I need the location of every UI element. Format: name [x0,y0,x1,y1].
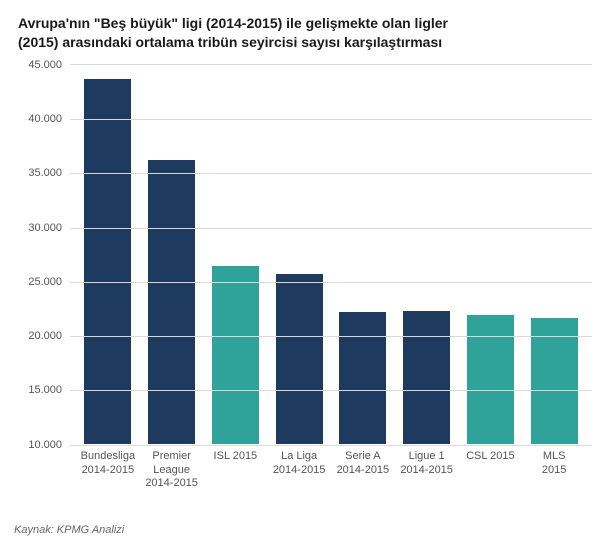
x-axis-labels: Bundesliga2014-2015PremierLeague2014-201… [70,444,592,491]
y-axis-label: 10.000 [28,439,70,451]
x-axis-label: PremierLeague2014-2015 [140,450,204,491]
bar [339,312,386,444]
bar [467,315,514,444]
chart-title: Avrupa'nın "Beş büyük" ligi (2014-2015) … [18,14,592,52]
bar [212,266,259,444]
x-axis-label: MLS2015 [522,450,586,491]
source-caption: Kaynak: KPMG Analizi [14,524,124,536]
bar-slot [76,65,140,444]
bar-slot [140,65,204,444]
grid-line [70,390,592,391]
x-axis-label: La Liga2014-2015 [267,450,331,491]
grid-line [70,445,592,446]
y-axis-label: 15.000 [28,384,70,396]
grid-line [70,282,592,283]
chart-container: 10.000 15.000 20.000 25.000 30.000 35.000 40.0… [18,64,592,491]
bar-slot [331,65,395,444]
y-axis-label: 45.000 [28,59,70,71]
bar [403,311,450,444]
grid-line [70,119,592,120]
title-line-1: Avrupa'nın "Beş büyük" ligi (2014-2015) … [18,15,448,31]
bars-group [70,65,592,444]
y-axis-label: 20.000 [28,330,70,342]
y-axis-label: 30.000 [28,222,70,234]
grid-line [70,173,592,174]
y-axis-label: 25.000 [28,276,70,288]
x-axis-label: ISL 2015 [204,450,268,491]
x-axis-label: Ligue 12014-2015 [395,450,459,491]
x-axis-label: Bundesliga2014-2015 [76,450,140,491]
bar-slot [204,65,268,444]
bar-slot [522,65,586,444]
y-axis-label: 35.000 [28,167,70,179]
y-axis-label: 40.000 [28,113,70,125]
x-axis-label: CSL 2015 [459,450,523,491]
grid-line [70,228,592,229]
plot-area: 10.00015.00020.00025.00030.00035.00040.0… [70,64,592,444]
bar [148,160,195,444]
bar-slot [459,65,523,444]
bar [84,79,131,444]
x-axis-label: Serie A2014-2015 [331,450,395,491]
bar-slot [267,65,331,444]
title-line-2: (2015) arasındaki ortalama tribün seyirc… [18,34,442,50]
grid-line [70,336,592,337]
bar-slot [395,65,459,444]
bar [276,274,323,444]
